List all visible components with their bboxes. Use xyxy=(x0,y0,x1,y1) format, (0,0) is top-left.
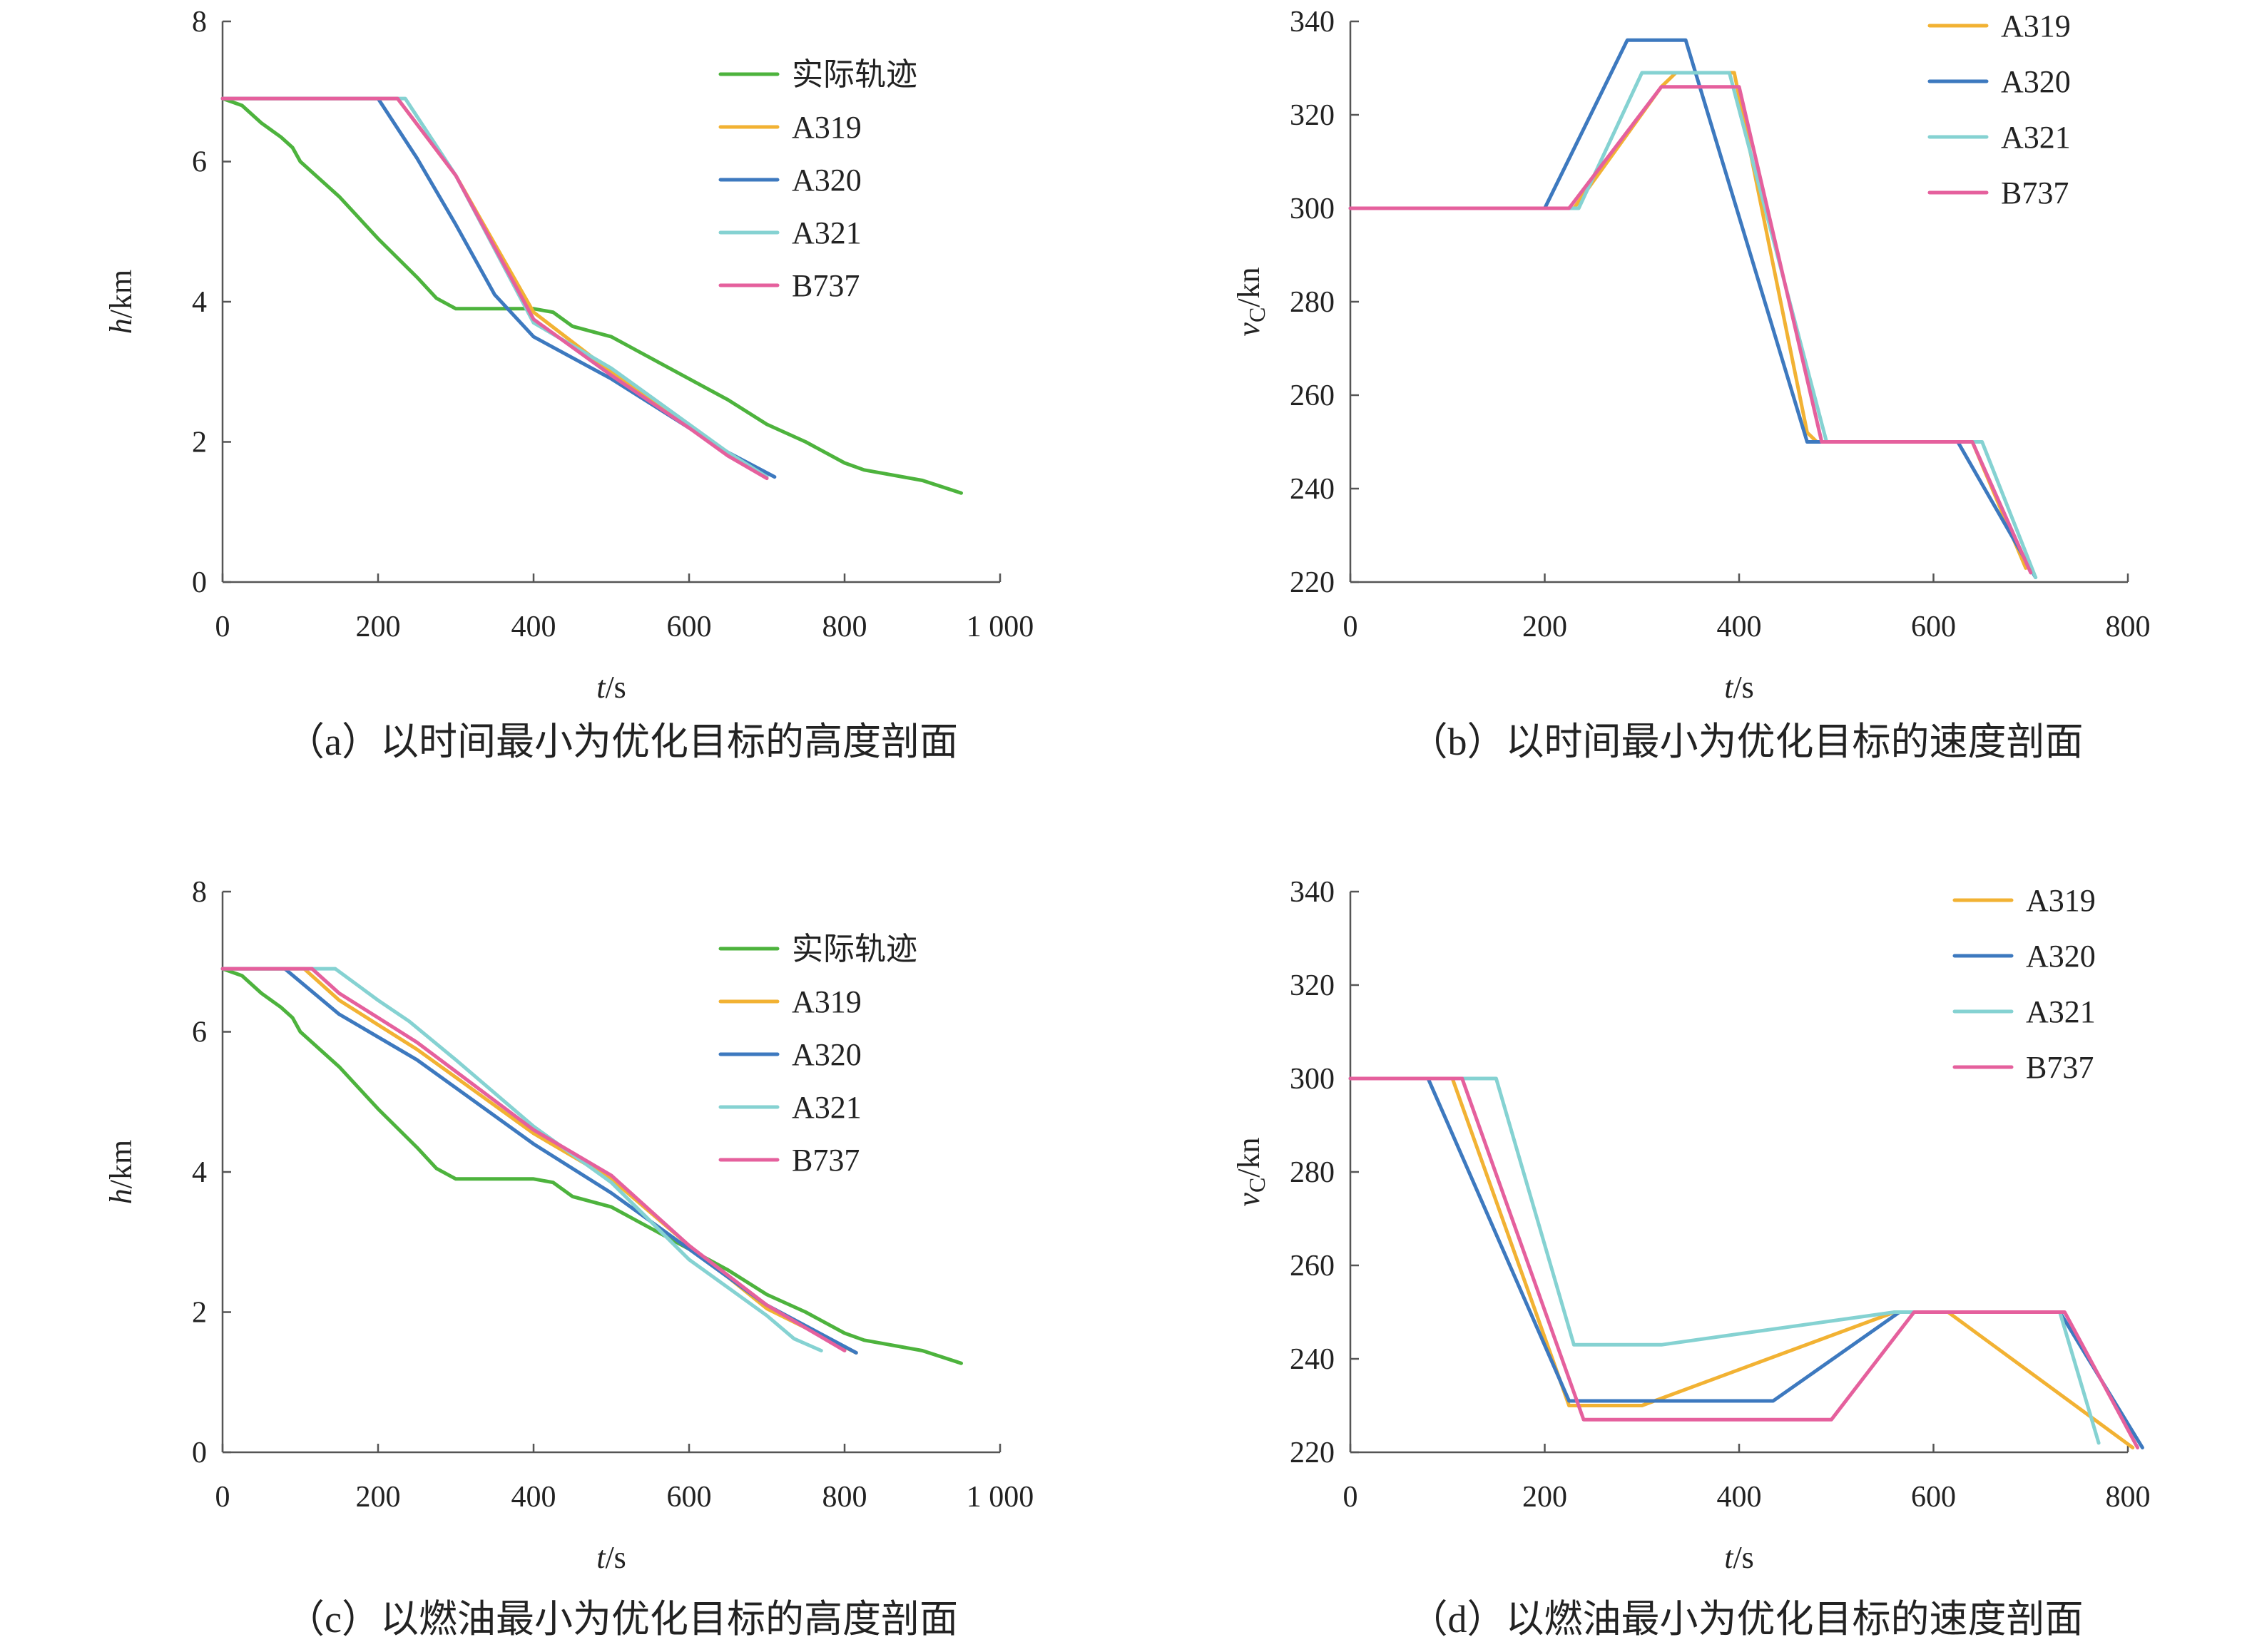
chart-caption: （a）以时间最小为优化目标的高度剖面 xyxy=(286,720,958,763)
legend-label: 实际轨迹 xyxy=(792,57,917,92)
y-tick-label: 280 xyxy=(1290,1156,1335,1189)
legend-label: A321 xyxy=(792,1090,862,1125)
legend-label: B737 xyxy=(792,1143,860,1178)
chart-b: 220 240 260 280 300 320 340 0 200 400 600 800 t/s vC/… xyxy=(1231,6,2151,763)
x-tick-label: 0 xyxy=(215,611,230,643)
legend-label: B737 xyxy=(2026,1050,2094,1085)
y-tick-label: 340 xyxy=(1290,6,1335,39)
series-line-B737 xyxy=(1348,1076,2140,1449)
y-tick-label: 320 xyxy=(1290,969,1335,1002)
legend-label: A319 xyxy=(2001,9,2071,44)
x-tick-label: 200 xyxy=(1522,1481,1567,1514)
y-tick-label: 0 xyxy=(192,1437,207,1469)
x-tick-label: 400 xyxy=(511,1481,556,1514)
legend-label: A319 xyxy=(792,110,862,145)
series-line-B737 xyxy=(1348,85,2033,575)
y-tick-label: 220 xyxy=(1290,1437,1335,1469)
x-axis-label: t/s xyxy=(596,1540,626,1575)
x-tick-label: 0 xyxy=(215,1481,230,1514)
y-tick-label: 300 xyxy=(1290,193,1335,225)
chart-a: 0 2 4 6 8 0 200 400 600 800 1 000 t/s h/km 实际轨迹 A319 A3… xyxy=(103,6,1034,763)
x-tick-label: 800 xyxy=(2106,1481,2151,1514)
y-axis-label: h/km xyxy=(103,270,138,334)
chart-d: 220 240 260 280 300 320 340 0 200 400 600 800 t/s vC/… xyxy=(1231,876,2151,1641)
y-tick-label: 2 xyxy=(192,1297,207,1330)
series-line-A320 xyxy=(1348,38,2038,579)
x-tick-label: 1 000 xyxy=(967,611,1034,643)
y-tick-label: 0 xyxy=(192,566,207,599)
y-tick-label: 220 xyxy=(1290,566,1335,599)
x-tick-label: 400 xyxy=(1717,1481,1762,1514)
legend-label: A320 xyxy=(2001,64,2071,99)
x-axis-label: t/s xyxy=(1724,1540,1754,1575)
legend-label: B737 xyxy=(2001,175,2069,210)
x-tick-label: 400 xyxy=(511,611,556,643)
legend-label: A321 xyxy=(792,215,862,250)
x-tick-label: 1 000 xyxy=(967,1481,1034,1514)
x-tick-label: 800 xyxy=(822,1481,867,1514)
series-line-B737 xyxy=(220,967,847,1352)
x-tick-label: 0 xyxy=(1343,1481,1358,1514)
series-line-A321 xyxy=(1348,71,2038,579)
y-axis-label: vC/kn xyxy=(1231,267,1270,336)
x-tick-label: 800 xyxy=(822,611,867,643)
x-tick-label: 200 xyxy=(1522,611,1567,643)
y-tick-label: 2 xyxy=(192,427,207,459)
series-line-A320 xyxy=(1348,1076,2144,1449)
legend-label: A320 xyxy=(2026,939,2096,974)
x-tick-label: 600 xyxy=(667,611,712,643)
legend-label: A320 xyxy=(792,163,862,198)
chart-caption: （d）以燃油最小为优化目标的速度剖面 xyxy=(1410,1598,2084,1641)
series-line-A319 xyxy=(1348,71,2028,570)
series-line-A321 xyxy=(220,967,823,1352)
y-tick-label: 4 xyxy=(192,286,207,319)
y-tick-label: 300 xyxy=(1290,1063,1335,1096)
x-tick-label: 200 xyxy=(356,1481,401,1514)
y-tick-label: 240 xyxy=(1290,473,1335,506)
y-axis-label: vC/kn xyxy=(1231,1137,1270,1206)
series-line-A320 xyxy=(220,96,777,479)
y-tick-label: 4 xyxy=(192,1156,207,1189)
y-tick-label: 260 xyxy=(1290,379,1335,412)
legend-label: A321 xyxy=(2001,120,2071,155)
x-tick-label: 800 xyxy=(2106,611,2151,643)
series-line-B737 xyxy=(220,96,769,481)
y-tick-label: 6 xyxy=(192,146,207,179)
x-tick-label: 400 xyxy=(1717,611,1762,643)
y-tick-label: 8 xyxy=(192,6,207,39)
legend-label: A321 xyxy=(2026,994,2096,1029)
x-tick-label: 200 xyxy=(356,611,401,643)
y-tick-label: 320 xyxy=(1290,99,1335,132)
chart-caption: （c）以燃油最小为优化目标的高度剖面 xyxy=(286,1598,958,1641)
x-axis-label: t/s xyxy=(1724,670,1754,705)
y-tick-label: 240 xyxy=(1290,1343,1335,1376)
x-tick-label: 600 xyxy=(1911,1481,1956,1514)
x-axis-label: t/s xyxy=(596,670,626,705)
legend-label: B737 xyxy=(792,268,860,303)
legend-label: 实际轨迹 xyxy=(792,932,917,967)
x-tick-label: 600 xyxy=(1911,611,1956,643)
series-line-实际轨迹 xyxy=(220,967,963,1365)
y-tick-label: 280 xyxy=(1290,286,1335,319)
y-tick-label: 340 xyxy=(1290,876,1335,909)
chart-caption: （b）以时间最小为优化目标的速度剖面 xyxy=(1410,720,2084,763)
y-tick-label: 6 xyxy=(192,1016,207,1049)
series-line-A321 xyxy=(220,96,769,479)
legend-label: A320 xyxy=(792,1037,862,1072)
y-tick-label: 8 xyxy=(192,876,207,909)
series-line-A319 xyxy=(1348,1076,2135,1449)
chart-c: 0 2 4 6 8 0 200 400 600 800 1 000 t/s h/km 实际轨迹 A319 A3… xyxy=(103,876,1034,1641)
x-tick-label: 600 xyxy=(667,1481,712,1514)
y-tick-label: 260 xyxy=(1290,1250,1335,1283)
series-line-实际轨迹 xyxy=(220,96,963,495)
x-tick-label: 0 xyxy=(1343,611,1358,643)
legend-label: A319 xyxy=(792,984,862,1019)
series-line-A321 xyxy=(1348,1076,2101,1445)
y-axis-label: h/km xyxy=(103,1140,138,1204)
legend-label: A319 xyxy=(2026,883,2096,918)
